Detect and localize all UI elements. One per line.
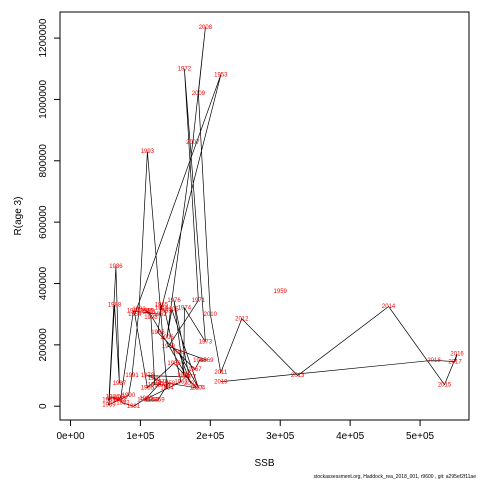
x-tick-label: 4e+05: [336, 431, 365, 442]
year-label: 1978: [141, 373, 155, 379]
year-label: 1958: [162, 381, 176, 387]
year-label: 1959: [151, 398, 165, 404]
year-label: 1959: [274, 289, 288, 295]
year-label: 2002: [184, 381, 198, 387]
year-label: 2016: [450, 352, 464, 358]
year-label: 2013: [291, 373, 305, 379]
y-tick-label: 1000000: [38, 80, 49, 119]
year-label: 1984: [106, 395, 120, 401]
series-path-group: [108, 27, 458, 407]
year-label: 1983: [113, 398, 127, 404]
x-axis-label: SSB: [254, 458, 274, 469]
year-label: 1954: [128, 312, 142, 318]
y-tick-label: 1200000: [38, 18, 49, 57]
year-label: 1998: [144, 315, 158, 321]
year-label: 1979: [155, 379, 169, 385]
year-label: 1997: [148, 376, 162, 382]
year-label: 2019: [214, 379, 228, 385]
year-label: 2018: [427, 358, 441, 364]
year-label: 1985: [102, 398, 116, 404]
year-label: 2001: [143, 310, 157, 316]
year-label: 1987: [113, 381, 127, 387]
year-label: 1972: [178, 66, 192, 72]
footer-caption: stockassessment.org, Haddock_rea_2018_00…: [313, 474, 476, 480]
x-axis: 0e+00 1e+05 2e+05 3e+05 4e+05 5e+05: [56, 419, 435, 442]
y-axis-label: R(age 3): [13, 197, 24, 236]
year-label: 2015: [438, 382, 452, 388]
year-label: 1971: [192, 298, 206, 304]
x-tick-label: 0e+00: [56, 431, 85, 442]
year-label: 1999: [141, 309, 155, 315]
year-label: 1967: [188, 367, 202, 373]
year-label: 1980: [139, 396, 153, 402]
year-label: 1991: [125, 373, 139, 379]
year-label: 2012: [235, 316, 249, 322]
year-label: 1976: [167, 298, 181, 304]
year-label: 1963: [158, 309, 172, 315]
year-label: 1969: [200, 358, 214, 364]
y-tick-label: 0: [38, 403, 49, 409]
x-tick-label: 1e+05: [126, 431, 155, 442]
year-label: 1988: [108, 303, 122, 309]
series-path: [108, 27, 458, 407]
year-label: 2003: [172, 350, 186, 356]
year-label: 2004: [192, 385, 206, 391]
year-label: 1974: [178, 306, 192, 312]
year-label: 1975: [177, 373, 191, 379]
y-tick-label: 800000: [38, 144, 49, 178]
year-label: 1965: [155, 303, 169, 309]
x-tick-label: 2e+05: [196, 431, 225, 442]
year-label: 1953: [214, 72, 228, 78]
year-label: 1968: [193, 358, 207, 364]
year-label: 1982: [116, 401, 130, 407]
year-label: 1993: [141, 149, 155, 155]
x-tick-label: 3e+05: [266, 431, 295, 442]
year-label: 1977: [183, 375, 197, 381]
year-label: 1964: [155, 306, 169, 312]
year-label: 1951: [127, 309, 141, 315]
plot-frame: [59, 11, 470, 421]
year-label: 2009: [192, 91, 206, 97]
year-label: 1966: [151, 330, 165, 336]
year-label: 1949: [109, 398, 123, 404]
y-tick-label: 600000: [38, 205, 49, 239]
year-label: 1955: [141, 385, 155, 391]
year-label: 1970: [162, 344, 176, 350]
year-label: 2011: [214, 370, 228, 376]
x-tick-label: 5e+05: [406, 431, 435, 442]
year-label: 2008: [199, 25, 213, 31]
year-label: 1952: [153, 312, 167, 318]
year-label: 2005: [165, 307, 179, 313]
y-axis: 0 200000 400000 600000 800000 1000000 1200000: [38, 18, 61, 409]
year-label: 2014: [382, 304, 396, 310]
year-label: 1957: [190, 385, 204, 391]
year-label: 1990: [122, 393, 136, 399]
y-tick-label: 200000: [38, 328, 49, 362]
year-label: 1996: [148, 382, 162, 388]
year-label: 1992: [132, 307, 146, 313]
year-label: 2007: [186, 140, 200, 146]
year-label: 1981: [127, 404, 141, 410]
year-label: 2017: [448, 359, 462, 365]
year-label: 2000: [139, 309, 153, 315]
year-label: 2010: [204, 312, 218, 318]
year-label: 1962: [174, 379, 188, 385]
year-label: 1961: [137, 398, 151, 404]
year-label: 1986: [109, 264, 123, 270]
year-label: 1950: [114, 395, 128, 401]
year-label: 1989: [102, 402, 116, 408]
year-label: 2006: [160, 335, 174, 341]
y-tick-label: 400000: [38, 266, 49, 300]
year-label: 1973: [199, 339, 213, 345]
year-label: 1995: [157, 382, 171, 388]
year-label: 1960: [146, 398, 160, 404]
year-label: 1994: [160, 385, 174, 391]
year-label: 1956: [167, 361, 181, 367]
